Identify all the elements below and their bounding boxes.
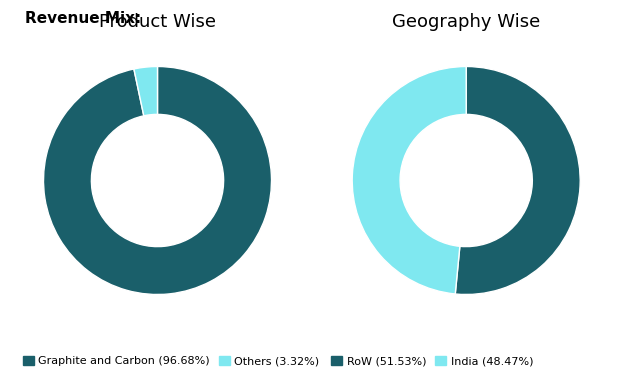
Text: Revenue Mix:: Revenue Mix: <box>25 11 142 26</box>
Legend: Graphite and Carbon (96.68%), Others (3.32%): Graphite and Carbon (96.68%), Others (3.… <box>18 352 324 370</box>
Wedge shape <box>352 66 466 294</box>
Legend: RoW (51.53%), India (48.47%): RoW (51.53%), India (48.47%) <box>327 352 538 370</box>
Wedge shape <box>455 66 580 294</box>
Title: Product Wise: Product Wise <box>99 13 216 31</box>
Wedge shape <box>43 66 272 294</box>
Wedge shape <box>134 66 158 116</box>
Title: Geography Wise: Geography Wise <box>392 13 541 31</box>
